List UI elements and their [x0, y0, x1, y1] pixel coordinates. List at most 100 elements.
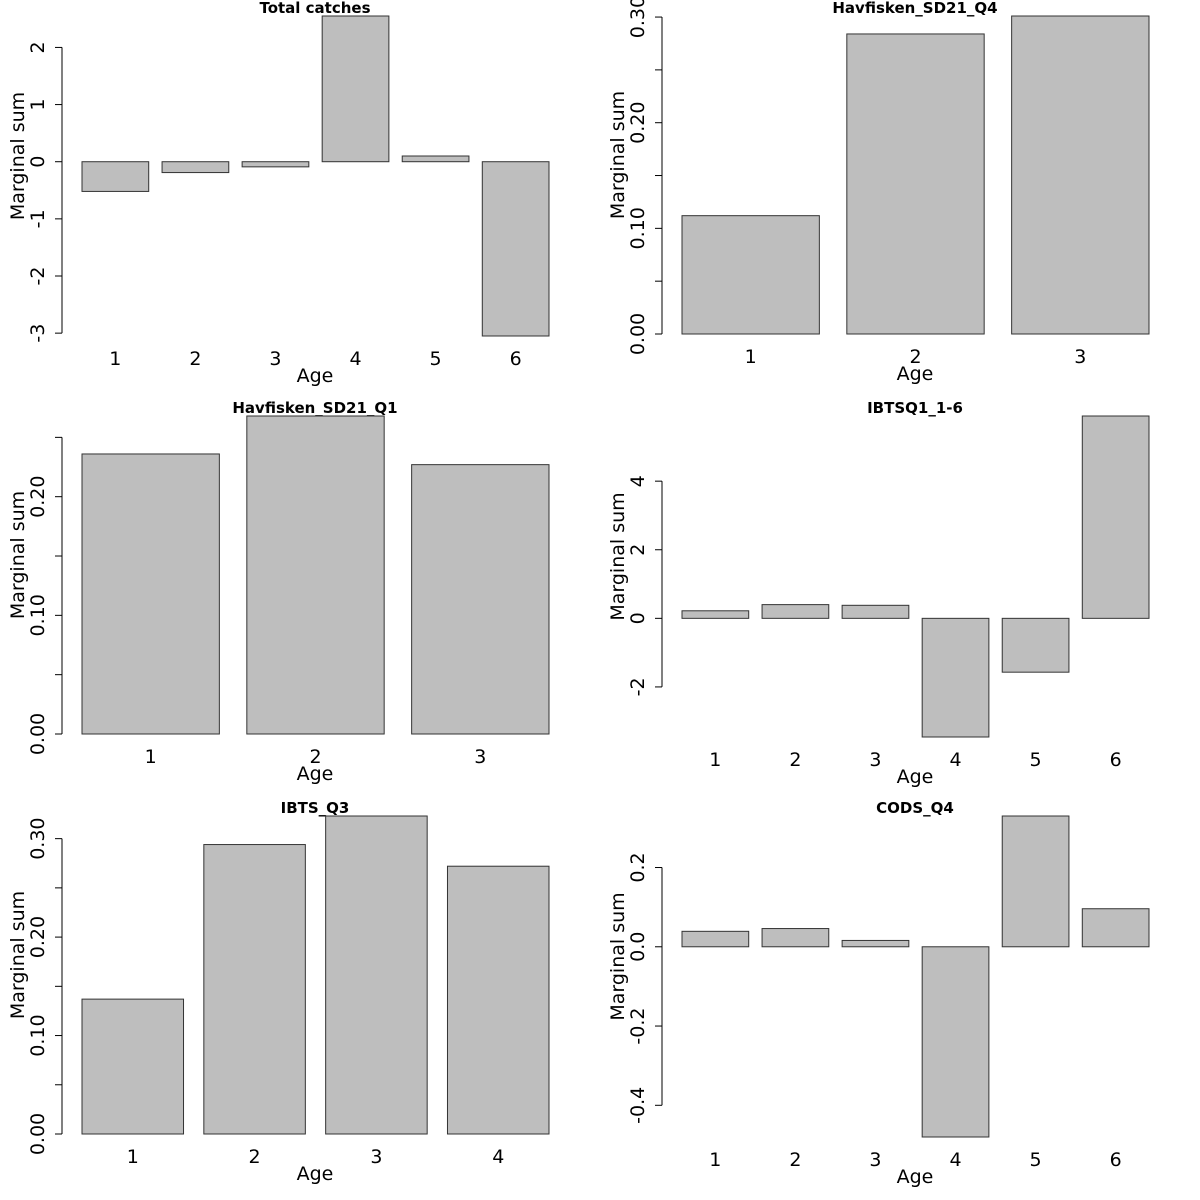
y-tick-label: -3: [27, 324, 49, 343]
panel-title: Havfisken_SD21_Q4: [832, 0, 997, 17]
bar-age-4: [321, 15, 390, 163]
bar-age-4: [446, 865, 550, 1135]
y-tick-label: 0.10: [27, 594, 49, 636]
x-tick-label: 6: [1110, 1149, 1122, 1171]
chart-panel-3: Havfisken_SD21_Q1 1 2 3 0.00 0.10 0.20 Age Margi…: [7, 399, 550, 785]
x-axis-label: Age: [897, 363, 934, 385]
x-tick-label: 3: [370, 1146, 382, 1168]
x-tick-label: 1: [127, 1146, 139, 1168]
bar-age-4: [921, 946, 990, 1138]
bar-age-3: [841, 939, 910, 948]
y-tick-label: 1: [27, 99, 49, 111]
y-tick-label: 0.0: [627, 932, 649, 962]
x-tick-label: 1: [145, 746, 157, 768]
bar-age-5: [1001, 815, 1070, 948]
bar-age-3: [841, 604, 910, 619]
bar-age-2: [161, 161, 230, 174]
y-axis-label: Marginal sum: [607, 492, 629, 620]
panel-title: CODS_Q4: [876, 799, 954, 817]
bar-age-2: [246, 415, 385, 735]
y-axis-label: Marginal sum: [7, 491, 29, 619]
y-tick-label: 0.00: [27, 1113, 49, 1155]
x-axis-label: Age: [297, 365, 334, 387]
x-tick-label: 2: [249, 1146, 261, 1168]
bar-age-1: [681, 930, 750, 948]
bar-age-5: [401, 155, 470, 163]
panel-title: Havfisken_SD21_Q1: [232, 399, 397, 417]
bar-age-2: [203, 844, 306, 1135]
y-tick-label: 2: [627, 544, 649, 556]
bar-age-1: [681, 215, 820, 335]
chart-panel-6: CODS_Q4 1 2 3 4 5 6 -0.4 -0.2 0.0 0.2 Age Marginal s…: [607, 799, 1150, 1188]
y-tick-label: -0.2: [627, 1007, 649, 1044]
y-axis-label: Marginal sum: [607, 892, 629, 1020]
x-tick-label: 3: [474, 746, 486, 768]
x-tick-label: 2: [309, 746, 321, 768]
x-tick-label: 5: [1030, 749, 1042, 771]
y-tick-label: 0.30: [627, 0, 649, 38]
x-tick-label: 1: [745, 346, 757, 368]
chart-panel-4: IBTSQ1_1-6 1 2 3 4 5 6 -2 0 2 4 Age Marginal sum: [607, 399, 1150, 788]
chart-panel-1: Total catches 1 2 3 4 5 6 -3 -2 -1 0 1 2 Age Marginal …: [7, 0, 550, 387]
x-tick-label: 3: [1074, 346, 1086, 368]
y-tick-label: 0.2: [627, 852, 649, 882]
bar-age-3: [411, 464, 550, 735]
bar-age-6: [1081, 415, 1150, 619]
bar-age-1: [81, 998, 185, 1135]
x-axis-label: Age: [297, 1163, 334, 1185]
bar-age-1: [681, 610, 750, 619]
x-tick-label: 5: [430, 348, 442, 370]
x-tick-label: 2: [189, 348, 201, 370]
x-tick-label: 3: [269, 348, 281, 370]
bar-age-4: [921, 617, 990, 738]
y-tick-label: 0.30: [27, 817, 49, 859]
panel-title: IBTS_Q3: [281, 799, 350, 817]
y-axis-label: Marginal sum: [607, 91, 629, 219]
x-tick-label: 4: [949, 749, 961, 771]
panel-title: IBTSQ1_1-6: [867, 399, 963, 417]
bar-age-6: [1081, 908, 1150, 948]
panel-title: Total catches: [259, 0, 370, 17]
bar-age-6: [481, 161, 550, 337]
x-tick-label: 6: [1110, 749, 1122, 771]
y-tick-label: 0.20: [27, 476, 49, 518]
bar-age-5: [1001, 617, 1070, 673]
x-tick-label: 3: [869, 749, 881, 771]
y-tick-label: -2: [627, 677, 649, 696]
y-tick-label: -2: [27, 267, 49, 286]
y-tick-label: 0.20: [627, 102, 649, 144]
chart-panel-2: Havfisken_SD21_Q4 1 2 3 0.00 0.10 0.20 0.30 Age M…: [607, 0, 1150, 385]
y-tick-label: 0.10: [27, 1014, 49, 1056]
x-axis-label: Age: [897, 766, 934, 788]
x-tick-label: 5: [1030, 1149, 1042, 1171]
x-tick-label: 1: [709, 1149, 721, 1171]
y-tick-label: 0: [627, 612, 649, 624]
bar-age-2: [846, 33, 985, 335]
x-axis-label: Age: [297, 763, 334, 785]
y-tick-label: 0.00: [627, 313, 649, 355]
y-axis-label: Marginal sum: [7, 891, 29, 1019]
x-tick-label: 2: [789, 749, 801, 771]
x-tick-label: 6: [510, 348, 522, 370]
bar-age-3: [325, 815, 428, 1135]
chart-panel-5: IBTS_Q3 1 2 3 4 0.00 0.10 0.20 0.30 Age Marginal s…: [7, 799, 550, 1185]
x-tick-label: 4: [492, 1146, 504, 1168]
x-tick-label: 2: [909, 346, 921, 368]
x-axis-label: Age: [897, 1166, 934, 1188]
y-axis-label: Marginal sum: [7, 92, 29, 220]
bar-age-3: [1011, 15, 1150, 335]
x-tick-label: 3: [869, 1149, 881, 1171]
y-tick-label: 0: [27, 156, 49, 168]
y-tick-label: 2: [27, 41, 49, 53]
x-tick-label: 4: [949, 1149, 961, 1171]
x-tick-label: 1: [709, 749, 721, 771]
x-tick-label: 2: [789, 1149, 801, 1171]
y-tick-label: -0.4: [627, 1087, 649, 1124]
bar-age-2: [761, 928, 830, 948]
bar-age-1: [81, 453, 220, 735]
y-tick-label: 4: [627, 475, 649, 487]
y-tick-label: 0.00: [27, 713, 49, 755]
x-tick-label: 4: [349, 348, 361, 370]
y-tick-label: 0.10: [627, 207, 649, 249]
